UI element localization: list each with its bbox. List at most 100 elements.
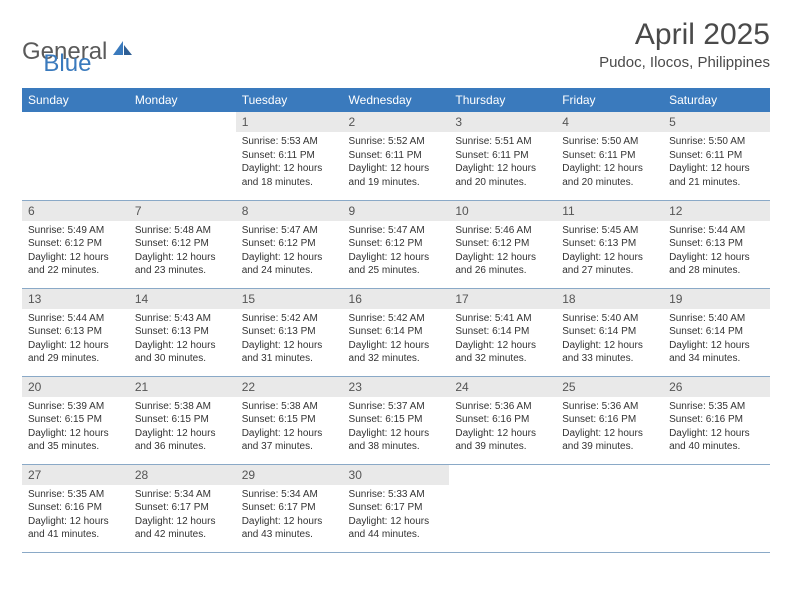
day-number: 12 (663, 201, 770, 221)
day-details: Sunrise: 5:47 AMSunset: 6:12 PMDaylight:… (236, 221, 343, 282)
calendar-cell: 25Sunrise: 5:36 AMSunset: 6:16 PMDayligh… (556, 376, 663, 464)
day-number: 27 (22, 465, 129, 485)
day-number: 14 (129, 289, 236, 309)
day-number: 28 (129, 465, 236, 485)
day-number: 6 (22, 201, 129, 221)
day-number: 10 (449, 201, 556, 221)
day-number: 1 (236, 112, 343, 132)
day-details: Sunrise: 5:43 AMSunset: 6:13 PMDaylight:… (129, 309, 236, 370)
day-details: Sunrise: 5:45 AMSunset: 6:13 PMDaylight:… (556, 221, 663, 282)
day-number: 20 (22, 377, 129, 397)
calendar-row: 27Sunrise: 5:35 AMSunset: 6:16 PMDayligh… (22, 464, 770, 552)
calendar-cell: 22Sunrise: 5:38 AMSunset: 6:15 PMDayligh… (236, 376, 343, 464)
brand-logo: General Blue (22, 26, 91, 78)
weekday-header: Thursday (449, 88, 556, 112)
calendar-cell (449, 464, 556, 552)
weekday-header: Friday (556, 88, 663, 112)
day-details: Sunrise: 5:50 AMSunset: 6:11 PMDaylight:… (556, 132, 663, 193)
calendar-cell: 28Sunrise: 5:34 AMSunset: 6:17 PMDayligh… (129, 464, 236, 552)
day-details: Sunrise: 5:34 AMSunset: 6:17 PMDaylight:… (129, 485, 236, 546)
calendar-cell: 6Sunrise: 5:49 AMSunset: 6:12 PMDaylight… (22, 200, 129, 288)
day-details: Sunrise: 5:38 AMSunset: 6:15 PMDaylight:… (129, 397, 236, 458)
day-number: 18 (556, 289, 663, 309)
day-number: 7 (129, 201, 236, 221)
calendar-row: 20Sunrise: 5:39 AMSunset: 6:15 PMDayligh… (22, 376, 770, 464)
calendar-cell: 13Sunrise: 5:44 AMSunset: 6:13 PMDayligh… (22, 288, 129, 376)
calendar-cell: 4Sunrise: 5:50 AMSunset: 6:11 PMDaylight… (556, 112, 663, 200)
calendar-cell: 20Sunrise: 5:39 AMSunset: 6:15 PMDayligh… (22, 376, 129, 464)
day-details: Sunrise: 5:34 AMSunset: 6:17 PMDaylight:… (236, 485, 343, 546)
calendar-cell: 26Sunrise: 5:35 AMSunset: 6:16 PMDayligh… (663, 376, 770, 464)
calendar-weekday-header: SundayMondayTuesdayWednesdayThursdayFrid… (22, 88, 770, 112)
page-title: April 2025 (599, 18, 770, 52)
day-number: 21 (129, 377, 236, 397)
day-details: Sunrise: 5:44 AMSunset: 6:13 PMDaylight:… (22, 309, 129, 370)
calendar-row: 13Sunrise: 5:44 AMSunset: 6:13 PMDayligh… (22, 288, 770, 376)
day-number: 22 (236, 377, 343, 397)
weekday-header: Saturday (663, 88, 770, 112)
header: General Blue April 2025 Pudoc, Ilocos, P… (22, 18, 770, 78)
calendar-cell: 27Sunrise: 5:35 AMSunset: 6:16 PMDayligh… (22, 464, 129, 552)
calendar-cell: 30Sunrise: 5:33 AMSunset: 6:17 PMDayligh… (343, 464, 450, 552)
calendar-cell: 5Sunrise: 5:50 AMSunset: 6:11 PMDaylight… (663, 112, 770, 200)
day-number: 30 (343, 465, 450, 485)
day-number: 5 (663, 112, 770, 132)
day-number: 15 (236, 289, 343, 309)
day-details: Sunrise: 5:35 AMSunset: 6:16 PMDaylight:… (22, 485, 129, 546)
day-details: Sunrise: 5:40 AMSunset: 6:14 PMDaylight:… (663, 309, 770, 370)
calendar-cell: 2Sunrise: 5:52 AMSunset: 6:11 PMDaylight… (343, 112, 450, 200)
calendar-cell: 23Sunrise: 5:37 AMSunset: 6:15 PMDayligh… (343, 376, 450, 464)
calendar-cell: 3Sunrise: 5:51 AMSunset: 6:11 PMDaylight… (449, 112, 556, 200)
title-block: April 2025 Pudoc, Ilocos, Philippines (599, 18, 770, 71)
day-details: Sunrise: 5:33 AMSunset: 6:17 PMDaylight:… (343, 485, 450, 546)
weekday-header: Wednesday (343, 88, 450, 112)
calendar-cell: 8Sunrise: 5:47 AMSunset: 6:12 PMDaylight… (236, 200, 343, 288)
calendar-cell: 11Sunrise: 5:45 AMSunset: 6:13 PMDayligh… (556, 200, 663, 288)
calendar-row: 6Sunrise: 5:49 AMSunset: 6:12 PMDaylight… (22, 200, 770, 288)
day-number: 19 (663, 289, 770, 309)
calendar-cell: 16Sunrise: 5:42 AMSunset: 6:14 PMDayligh… (343, 288, 450, 376)
day-number: 9 (343, 201, 450, 221)
day-number: 17 (449, 289, 556, 309)
day-number: 4 (556, 112, 663, 132)
calendar-cell: 21Sunrise: 5:38 AMSunset: 6:15 PMDayligh… (129, 376, 236, 464)
calendar-cell (556, 464, 663, 552)
day-number: 24 (449, 377, 556, 397)
day-details: Sunrise: 5:52 AMSunset: 6:11 PMDaylight:… (343, 132, 450, 193)
calendar-table: SundayMondayTuesdayWednesdayThursdayFrid… (22, 88, 770, 553)
day-details: Sunrise: 5:41 AMSunset: 6:14 PMDaylight:… (449, 309, 556, 370)
weekday-header: Monday (129, 88, 236, 112)
day-number: 25 (556, 377, 663, 397)
day-number: 3 (449, 112, 556, 132)
day-details: Sunrise: 5:42 AMSunset: 6:13 PMDaylight:… (236, 309, 343, 370)
weekday-header: Tuesday (236, 88, 343, 112)
calendar-cell: 24Sunrise: 5:36 AMSunset: 6:16 PMDayligh… (449, 376, 556, 464)
location-text: Pudoc, Ilocos, Philippines (599, 54, 770, 71)
day-details: Sunrise: 5:47 AMSunset: 6:12 PMDaylight:… (343, 221, 450, 282)
weekday-header: Sunday (22, 88, 129, 112)
calendar-cell: 18Sunrise: 5:40 AMSunset: 6:14 PMDayligh… (556, 288, 663, 376)
day-details: Sunrise: 5:36 AMSunset: 6:16 PMDaylight:… (556, 397, 663, 458)
day-details: Sunrise: 5:38 AMSunset: 6:15 PMDaylight:… (236, 397, 343, 458)
day-number: 26 (663, 377, 770, 397)
calendar-cell: 1Sunrise: 5:53 AMSunset: 6:11 PMDaylight… (236, 112, 343, 200)
calendar-body: 1Sunrise: 5:53 AMSunset: 6:11 PMDaylight… (22, 112, 770, 552)
day-details: Sunrise: 5:51 AMSunset: 6:11 PMDaylight:… (449, 132, 556, 193)
day-number: 13 (22, 289, 129, 309)
day-number: 23 (343, 377, 450, 397)
day-details: Sunrise: 5:50 AMSunset: 6:11 PMDaylight:… (663, 132, 770, 193)
day-details: Sunrise: 5:37 AMSunset: 6:15 PMDaylight:… (343, 397, 450, 458)
calendar-cell: 19Sunrise: 5:40 AMSunset: 6:14 PMDayligh… (663, 288, 770, 376)
calendar-cell (663, 464, 770, 552)
day-number: 16 (343, 289, 450, 309)
calendar-cell: 14Sunrise: 5:43 AMSunset: 6:13 PMDayligh… (129, 288, 236, 376)
day-details: Sunrise: 5:46 AMSunset: 6:12 PMDaylight:… (449, 221, 556, 282)
calendar-cell: 9Sunrise: 5:47 AMSunset: 6:12 PMDaylight… (343, 200, 450, 288)
day-details: Sunrise: 5:44 AMSunset: 6:13 PMDaylight:… (663, 221, 770, 282)
day-number: 29 (236, 465, 343, 485)
day-number: 8 (236, 201, 343, 221)
calendar-cell: 29Sunrise: 5:34 AMSunset: 6:17 PMDayligh… (236, 464, 343, 552)
day-details: Sunrise: 5:53 AMSunset: 6:11 PMDaylight:… (236, 132, 343, 193)
day-details: Sunrise: 5:40 AMSunset: 6:14 PMDaylight:… (556, 309, 663, 370)
calendar-cell: 12Sunrise: 5:44 AMSunset: 6:13 PMDayligh… (663, 200, 770, 288)
